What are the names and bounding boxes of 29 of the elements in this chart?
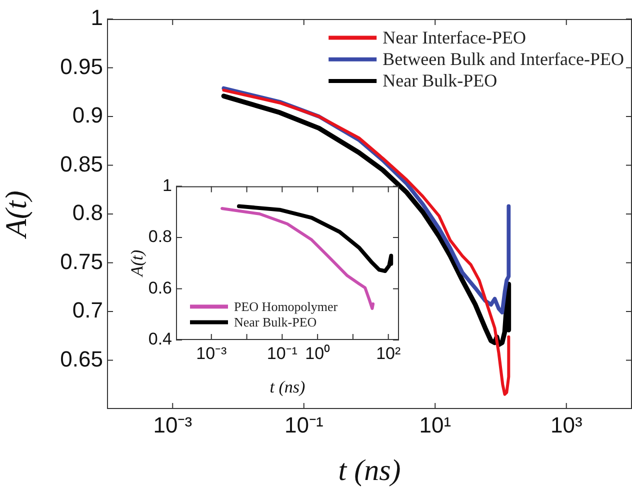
legend-label: PEO Homopolymer [234,299,338,314]
x-tick-label: 10⁻³ [196,344,228,363]
y-tick-label: 0.9 [72,102,103,128]
x-tick-label: 10² [376,344,401,363]
x-tick-label: 10³ [550,412,582,438]
x-tick-label: 10⁻¹ [284,412,324,438]
y-tick-label: 0.8 [72,200,103,226]
y-tick-label: 0.75 [60,248,103,274]
y-axis-title: A(t) [0,190,33,240]
x-tick-label: 10¹ [419,412,452,438]
x-tick-label: 10⁻¹ [266,344,298,363]
legend-label: Near Interface-PEO [382,28,526,48]
y-tick-label: 0.4 [148,330,172,349]
y-tick-label: 0.7 [72,298,103,323]
y-tick-label: 1 [162,176,172,195]
y-tick-label: 0.85 [60,151,103,176]
legend-label: Near Bulk-PEO [382,70,498,91]
x-axis-title: t (ns) [338,454,401,487]
x-tick-label: 10⁰ [305,344,330,363]
y-tick-label: 1 [90,5,103,30]
x-tick-label: 10⁻³ [153,412,192,438]
y-axis-title: A(t) [128,250,147,278]
legend-label: Near Bulk-PEO [234,314,317,330]
y-tick-label: 0.65 [60,346,103,372]
y-tick-label: 0.95 [60,54,103,79]
legend-label: Between Bulk and Interface-PEO [382,49,624,70]
y-tick-label: 0.6 [148,278,172,298]
y-tick-label: 0.8 [148,227,172,246]
x-axis-title: t (ns) [270,377,306,396]
